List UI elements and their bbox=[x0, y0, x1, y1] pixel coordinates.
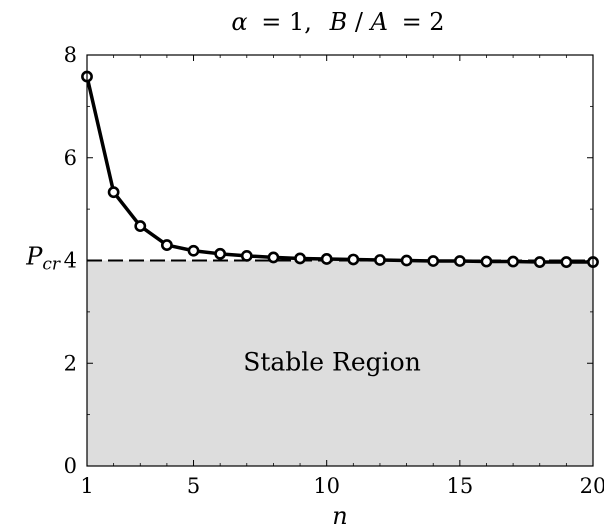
plot-frame bbox=[86, 54, 594, 467]
data-point bbox=[187, 244, 200, 257]
data-point bbox=[427, 255, 440, 267]
y-tick-label: 6 bbox=[64, 146, 77, 170]
chart-title: α = 1, B / A = 2 bbox=[231, 8, 444, 36]
y-tick-label: 8 bbox=[64, 43, 77, 67]
x-tick-label: 10 bbox=[313, 474, 340, 498]
data-point bbox=[134, 220, 147, 232]
data-point bbox=[160, 239, 173, 251]
x-tick-label: 20 bbox=[580, 474, 604, 498]
data-point bbox=[400, 254, 413, 267]
x-tick-label: 5 bbox=[187, 474, 200, 498]
data-point bbox=[453, 255, 466, 267]
critical-load-label: Pcr bbox=[25, 243, 61, 275]
data-point bbox=[347, 253, 360, 266]
data-point bbox=[320, 253, 333, 265]
data-point bbox=[480, 255, 493, 268]
x-axis-label: n bbox=[332, 502, 347, 530]
series-line bbox=[85, 76, 593, 264]
data-point bbox=[533, 256, 546, 268]
data-point bbox=[214, 247, 227, 260]
data-point bbox=[560, 256, 573, 268]
data-point bbox=[267, 251, 280, 264]
x-tick-label: 15 bbox=[446, 474, 473, 498]
data-point bbox=[507, 255, 520, 268]
data-point bbox=[107, 186, 120, 199]
data-point bbox=[374, 254, 386, 266]
y-tick-label: 4 bbox=[64, 249, 77, 273]
y-tick-label: 2 bbox=[64, 351, 77, 375]
x-tick-label: 1 bbox=[80, 474, 93, 498]
y-tick-label: 0 bbox=[64, 454, 77, 478]
data-point bbox=[294, 252, 306, 265]
stable-region-fill bbox=[87, 260, 593, 466]
series-group bbox=[81, 70, 599, 268]
stable-region-label: Stable Region bbox=[243, 347, 421, 376]
data-point bbox=[240, 249, 253, 262]
